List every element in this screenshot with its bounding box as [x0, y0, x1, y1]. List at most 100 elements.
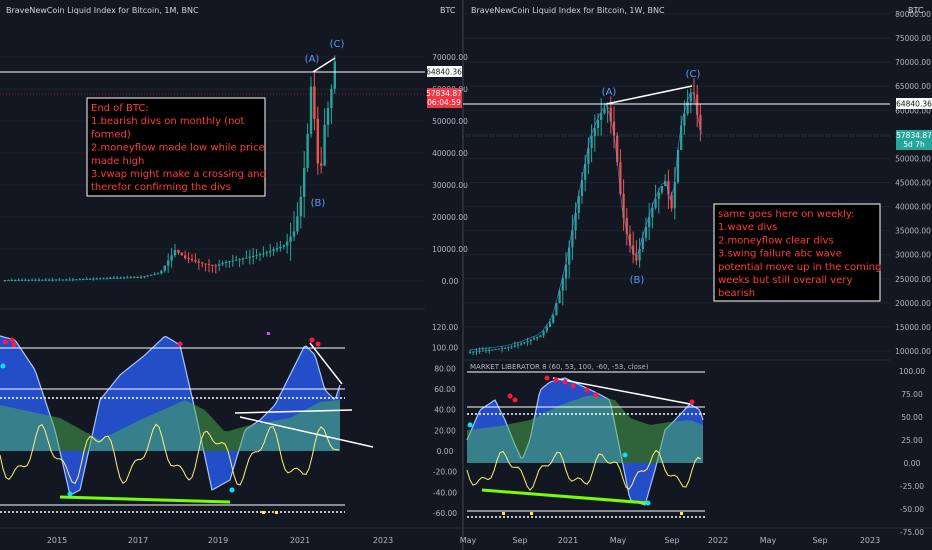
left-candle [211, 264, 214, 266]
left-candle [323, 124, 326, 166]
left-candle [224, 261, 228, 263]
left-price-tick: 10000.00 [432, 245, 468, 254]
left-annotation-box [86, 97, 266, 197]
right-bear-div-line [552, 377, 691, 405]
right-annotation-box [713, 203, 881, 302]
left-candle [139, 276, 143, 278]
right-sell-signal [584, 387, 590, 393]
left-candle [54, 279, 58, 281]
left-candle [292, 231, 296, 237]
right-osc-tick: 50.00 [901, 413, 923, 422]
right-wave-a: (A) [602, 87, 617, 98]
right-annotation-line: 2.moneyflow clear divs [718, 235, 834, 246]
left-countdown: 06:04:59 [427, 98, 461, 107]
right-candle [558, 290, 561, 304]
left-candle [286, 241, 289, 246]
right-time-label: 2023 [860, 536, 880, 545]
left-level-label: 64840.36 [426, 68, 462, 77]
right-candle [654, 198, 657, 208]
left-candle [231, 260, 234, 262]
right-candle [667, 180, 670, 195]
left-sell-signal [309, 337, 315, 343]
right-annotation-text: same goes here on weekly: 1.wave divs 2.mo… [718, 209, 881, 299]
left-candle [34, 279, 37, 281]
right-candle [641, 237, 644, 250]
left-signal-dot [262, 511, 265, 514]
left-oscillator [0, 332, 374, 514]
right-sell-signal [593, 392, 599, 398]
left-candle [272, 249, 275, 251]
left-div-line-2 [234, 409, 353, 414]
right-candle [555, 303, 558, 316]
right-candles [468, 77, 703, 356]
left-candle [44, 279, 47, 281]
right-candle [580, 180, 584, 196]
left-level-badge [427, 66, 462, 77]
left-candle [51, 279, 54, 281]
right-time-label: 2022 [708, 536, 728, 545]
right-wave-b: (B) [630, 275, 645, 286]
right-candle [507, 347, 510, 349]
right-price-tick: 50000.00 [895, 154, 931, 163]
right-price-tick: 40000.00 [895, 203, 931, 212]
right-annotation-line: 1.wave divs [718, 222, 777, 233]
right-candle [552, 315, 555, 323]
right-time-label: 2021 [558, 536, 578, 545]
left-candle [269, 250, 272, 253]
left-sell-signal [177, 341, 183, 347]
right-countdown: 5d 7h [903, 140, 925, 149]
right-annotation-line: potential move up in the coming [718, 262, 881, 273]
left-sell-signal [11, 342, 17, 348]
right-level-badge [896, 98, 932, 109]
right-time-label: May [760, 536, 777, 545]
left-candle [65, 279, 68, 281]
left-currency: BTC [440, 6, 456, 15]
right-candle [500, 348, 504, 350]
left-candle [119, 277, 122, 279]
left-candle [10, 279, 13, 281]
left-sell-signal [9, 337, 15, 343]
left-wave-line [312, 57, 336, 73]
right-candle [587, 148, 590, 164]
left-candle [207, 264, 211, 266]
right-candle [683, 113, 686, 126]
right-osc-tick: 75.00 [901, 390, 923, 399]
left-candle [248, 256, 251, 258]
left-last-price-badge [427, 88, 462, 108]
right-candle [568, 247, 571, 265]
right-candle [644, 227, 648, 238]
left-candle [170, 255, 173, 261]
left-candle [316, 118, 319, 164]
right-indicator-title: MARKET LIBERATOR 8 (60, 53, 100, -60, -5… [470, 363, 649, 371]
right-candle [574, 212, 577, 231]
right-candle [628, 234, 632, 246]
left-time-label: 2017 [128, 536, 148, 545]
left-candle [320, 163, 323, 166]
left-candle [143, 276, 146, 278]
left-price-tick: 0.00 [442, 277, 459, 286]
left-candle [173, 250, 177, 256]
right-price-tick: 60000.00 [895, 106, 931, 115]
left-signal-dot [275, 511, 278, 514]
right-candle [657, 192, 660, 199]
left-wave-a: (A) [305, 54, 320, 65]
right-candle [545, 326, 548, 332]
left-moneyflow-area [0, 400, 340, 451]
left-candle [258, 254, 262, 256]
left-candle [85, 278, 88, 280]
right-candle [475, 351, 478, 353]
right-candle [523, 342, 526, 344]
right-osc-tick: -25.00 [900, 482, 924, 491]
right-last-price-badge [896, 130, 932, 150]
left-candle [313, 86, 316, 119]
left-candle [265, 252, 268, 254]
left-candle [326, 108, 330, 125]
left-candle [41, 279, 44, 281]
left-annotation-line: 1.bearish divs on monthly (not [91, 116, 245, 127]
right-signal-dot [502, 512, 505, 515]
left-candle [218, 264, 221, 266]
right-moneyflow-area [467, 395, 703, 463]
left-candle [136, 277, 139, 279]
right-candle [564, 264, 568, 279]
right-candle [612, 121, 616, 136]
